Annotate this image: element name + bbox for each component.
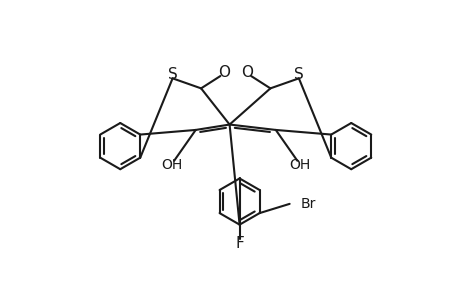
Text: S: S: [168, 67, 177, 82]
Text: O: O: [218, 65, 230, 80]
Text: O: O: [241, 65, 253, 80]
Text: F: F: [235, 236, 243, 251]
Text: Br: Br: [300, 197, 315, 211]
Text: OH: OH: [288, 158, 310, 172]
Text: S: S: [293, 67, 303, 82]
Text: OH: OH: [161, 158, 182, 172]
